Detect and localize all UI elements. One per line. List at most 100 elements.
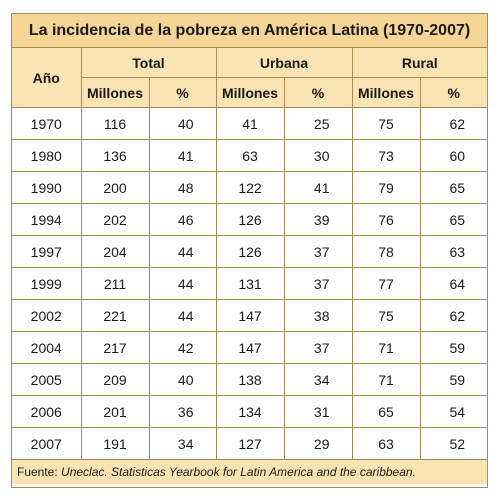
table-row: 2004 217 42 147 37 71 59	[12, 331, 488, 364]
cell-year: 1980	[12, 139, 82, 172]
table-row: 1970 116 40 41 25 75 62	[12, 107, 488, 140]
cell-rural-millones: 75	[352, 299, 421, 332]
cell-urbana-percent: 37	[284, 331, 353, 364]
table-title: La incidencia de la pobreza en América L…	[12, 14, 488, 48]
cell-year: 2007	[12, 427, 82, 460]
subheader-urbana-percent: %	[284, 77, 353, 108]
cell-year: 2002	[12, 299, 82, 332]
cell-urbana-millones: 134	[216, 395, 285, 428]
table-row: 2006 201 36 134 31 65 54	[12, 395, 488, 428]
cell-year: 1997	[12, 235, 82, 268]
poverty-table: La incidencia de la pobreza en América L…	[12, 14, 488, 484]
group-header-urbana: Urbana	[216, 47, 353, 78]
table-row: 2005 209 40 138 34 71 59	[12, 363, 488, 396]
cell-total-millones: 202	[81, 203, 150, 236]
subheader-total-percent: %	[149, 77, 217, 108]
cell-year: 1994	[12, 203, 82, 236]
cell-year: 2006	[12, 395, 82, 428]
cell-urbana-millones: 131	[216, 267, 285, 300]
cell-urbana-millones: 126	[216, 235, 285, 268]
cell-urbana-percent: 31	[284, 395, 353, 428]
source-text: Uneclac. Statisticas Yearbook for Latin …	[61, 465, 416, 479]
cell-urbana-percent: 30	[284, 139, 353, 172]
cell-rural-percent: 62	[420, 299, 488, 332]
group-header-rural: Rural	[352, 47, 488, 78]
cell-rural-percent: 52	[420, 427, 488, 460]
cell-rural-percent: 59	[420, 363, 488, 396]
cell-rural-millones: 71	[352, 363, 421, 396]
cell-year: 1970	[12, 107, 82, 140]
cell-rural-percent: 64	[420, 267, 488, 300]
cell-rural-millones: 75	[352, 107, 421, 140]
cell-total-percent: 41	[149, 139, 217, 172]
cell-urbana-millones: 147	[216, 331, 285, 364]
cell-total-millones: 217	[81, 331, 150, 364]
cell-urbana-percent: 41	[284, 171, 353, 204]
cell-total-millones: 201	[81, 395, 150, 428]
cell-urbana-percent: 29	[284, 427, 353, 460]
cell-total-millones: 204	[81, 235, 150, 268]
table-row: 1994 202 46 126 39 76 65	[12, 203, 488, 236]
cell-total-millones: 116	[81, 107, 150, 140]
year-header: Año	[12, 47, 82, 108]
cell-urbana-percent: 37	[284, 235, 353, 268]
cell-total-millones: 221	[81, 299, 150, 332]
cell-rural-percent: 63	[420, 235, 488, 268]
table-body: 1970 116 40 41 25 75 62 1980 136 41 63 3…	[12, 107, 488, 460]
cell-urbana-millones: 41	[216, 107, 285, 140]
cell-rural-percent: 65	[420, 171, 488, 204]
cell-urbana-millones: 147	[216, 299, 285, 332]
cell-rural-millones: 76	[352, 203, 421, 236]
cell-year: 1999	[12, 267, 82, 300]
cell-total-percent: 46	[149, 203, 217, 236]
cell-urbana-millones: 126	[216, 203, 285, 236]
poverty-table-frame: La incidencia de la pobreza en América L…	[11, 13, 488, 488]
cell-rural-percent: 59	[420, 331, 488, 364]
cell-rural-millones: 77	[352, 267, 421, 300]
cell-urbana-percent: 25	[284, 107, 353, 140]
cell-total-percent: 36	[149, 395, 217, 428]
group-header-total: Total	[81, 47, 217, 78]
cell-urbana-percent: 34	[284, 363, 353, 396]
cell-urbana-percent: 37	[284, 267, 353, 300]
cell-total-percent: 48	[149, 171, 217, 204]
cell-rural-millones: 73	[352, 139, 421, 172]
table-row: 1990 200 48 122 41 79 65	[12, 171, 488, 204]
cell-year: 2004	[12, 331, 82, 364]
subheader-rural-millones: Millones	[352, 77, 421, 108]
cell-rural-percent: 54	[420, 395, 488, 428]
cell-rural-millones: 71	[352, 331, 421, 364]
cell-total-millones: 200	[81, 171, 150, 204]
cell-rural-millones: 79	[352, 171, 421, 204]
table-row: 2007 191 34 127 29 63 52	[12, 427, 488, 460]
table-row: 1980 136 41 63 30 73 60	[12, 139, 488, 172]
cell-total-percent: 42	[149, 331, 217, 364]
subheader-rural-percent: %	[420, 77, 488, 108]
cell-rural-millones: 65	[352, 395, 421, 428]
cell-total-percent: 34	[149, 427, 217, 460]
cell-urbana-percent: 39	[284, 203, 353, 236]
cell-total-percent: 44	[149, 235, 217, 268]
table-row: 2002 221 44 147 38 75 62	[12, 299, 488, 332]
cell-urbana-millones: 138	[216, 363, 285, 396]
cell-rural-percent: 60	[420, 139, 488, 172]
cell-year: 1990	[12, 171, 82, 204]
source-note: Fuente: Uneclac. Statisticas Yearbook fo…	[12, 459, 488, 484]
cell-total-millones: 209	[81, 363, 150, 396]
table-row: 1997 204 44 126 37 78 63	[12, 235, 488, 268]
cell-total-millones: 136	[81, 139, 150, 172]
cell-rural-percent: 65	[420, 203, 488, 236]
cell-total-millones: 191	[81, 427, 150, 460]
cell-rural-millones: 78	[352, 235, 421, 268]
cell-urbana-percent: 38	[284, 299, 353, 332]
source-label: Fuente:	[17, 465, 62, 479]
table-row: 1999 211 44 131 37 77 64	[12, 267, 488, 300]
cell-total-millones: 211	[81, 267, 150, 300]
cell-urbana-millones: 122	[216, 171, 285, 204]
cell-total-percent: 40	[149, 107, 217, 140]
cell-rural-millones: 63	[352, 427, 421, 460]
cell-year: 2005	[12, 363, 82, 396]
cell-urbana-millones: 63	[216, 139, 285, 172]
subheader-urbana-millones: Millones	[216, 77, 285, 108]
cell-total-percent: 44	[149, 299, 217, 332]
